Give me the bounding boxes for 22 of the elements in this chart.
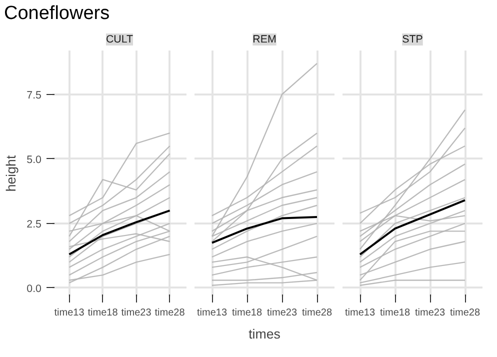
chart-title: CULT (106, 34, 134, 46)
x-tick-label: time18 (88, 308, 118, 318)
x-tick-label: time13 (54, 308, 85, 318)
x-tick-label: time13 (196, 308, 228, 318)
y-tick-label: 2.5 (26, 218, 42, 230)
y-tick-label: 0.0 (26, 282, 42, 295)
x-tick-label: time23 (266, 308, 298, 318)
x-tick-label: time13 (344, 308, 376, 318)
x-tick-label: time18 (232, 308, 262, 318)
x-tick-label: time23 (414, 308, 446, 318)
chart-title: STP (402, 34, 423, 46)
x-tick-label: time18 (380, 308, 410, 318)
chart-title: REM (252, 34, 276, 46)
text: Coneflowers (4, 2, 110, 26)
x-tick-label: time23 (121, 308, 152, 318)
y-tick-label: 5.0 (26, 154, 42, 166)
x-tick-label: time28 (154, 308, 186, 318)
x-tick-label: time28 (302, 308, 332, 318)
y-tick-label: 7.5 (26, 89, 42, 102)
x-tick-label: time28 (450, 308, 480, 318)
x-axis-title: times (248, 326, 281, 342)
y-axis-title: height (4, 155, 19, 192)
